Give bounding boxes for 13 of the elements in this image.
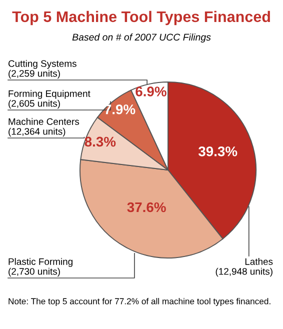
chart-title: Top 5 Machine Tool Types Financed — [12, 10, 270, 26]
slice-label: Cutting Systems (2,259 units) — [8, 60, 76, 79]
chart-subtitle: Based on # of 2007 UCC Filings — [72, 33, 211, 43]
data-label: 39.3% — [198, 146, 238, 156]
text: Note: The top 5 account for 77.2% of all machine tool types financed. — [8, 298, 270, 306]
slice-label: Lathes (12,948 units) — [216, 258, 273, 277]
slice-label: Plastic Forming (2,730 units) — [8, 258, 72, 277]
slice-label: Machine Centers (12,364 units) — [8, 118, 80, 137]
data-label: 37.6% — [127, 202, 166, 212]
data-label: 7.9% — [104, 104, 136, 114]
slice-label: Forming Equipment (2,605 units) — [8, 90, 90, 109]
data-label: 6.9% — [136, 86, 166, 96]
data-label: 8.3% — [84, 136, 116, 147]
